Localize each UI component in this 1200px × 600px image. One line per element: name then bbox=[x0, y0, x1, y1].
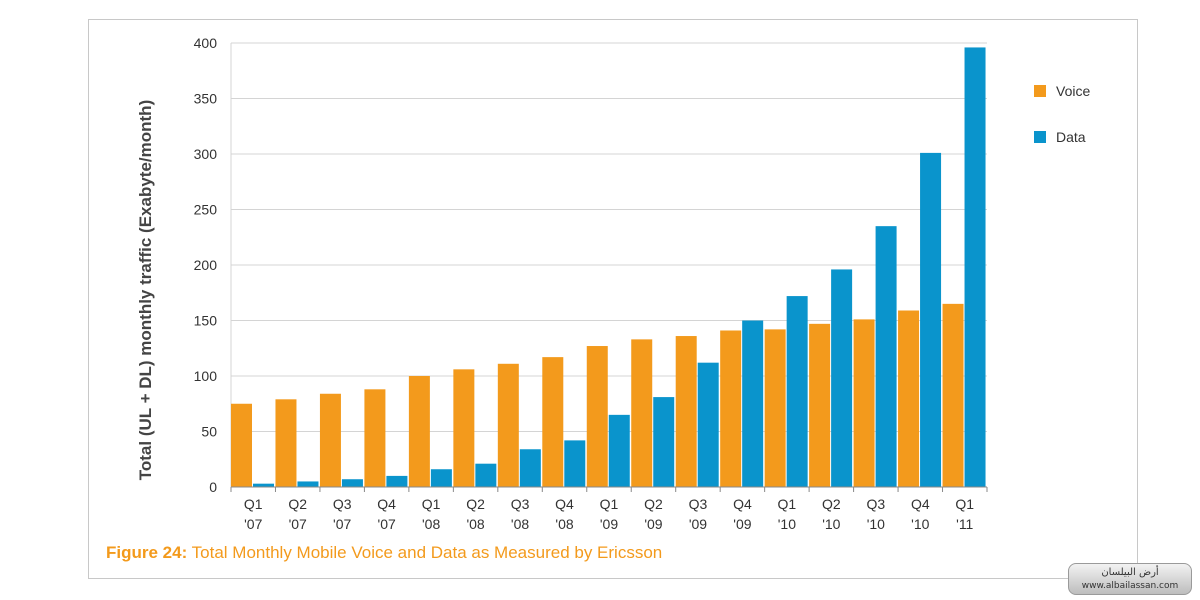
y-tick-label: 200 bbox=[194, 257, 218, 273]
bar-data bbox=[742, 320, 764, 487]
bar-data bbox=[653, 397, 675, 487]
figure-caption-text: Total Monthly Mobile Voice and Data as M… bbox=[187, 543, 663, 562]
y-axis-ticks: 0 50 100 150 200 250 300 350 400 bbox=[194, 35, 218, 495]
bar-voice bbox=[231, 403, 252, 487]
y-tick-label: 0 bbox=[209, 479, 217, 495]
x-tick-label: Q1'09 bbox=[600, 496, 619, 532]
bar-data bbox=[831, 269, 853, 487]
y-axis-label: Total (UL + DL) monthly traffic (Exabyte… bbox=[136, 100, 155, 480]
bar-voice bbox=[408, 376, 430, 487]
bar-voice bbox=[675, 336, 697, 487]
y-tick-label: 50 bbox=[201, 424, 217, 440]
watermark-arabic-text: أرض البيلسان bbox=[1101, 567, 1159, 578]
bar-data bbox=[964, 47, 986, 487]
x-tick-label: Q3'07 bbox=[333, 496, 352, 532]
bar-voice bbox=[497, 363, 519, 487]
bar-data bbox=[430, 469, 452, 487]
y-tick-label: 400 bbox=[194, 35, 218, 51]
bar-voice bbox=[275, 399, 297, 487]
legend-swatch-voice bbox=[1034, 85, 1046, 97]
bar-data bbox=[253, 483, 274, 487]
x-tick-label: Q2'10 bbox=[822, 496, 841, 532]
bar-voice bbox=[542, 357, 564, 487]
bar-data bbox=[564, 440, 586, 487]
y-tick-label: 350 bbox=[194, 91, 218, 107]
x-tick-label: Q1'10 bbox=[778, 496, 797, 532]
x-tick-label: Q3'10 bbox=[866, 496, 885, 532]
x-tick-label: Q3'09 bbox=[689, 496, 708, 532]
bar-voice bbox=[898, 310, 920, 487]
bar-data bbox=[875, 226, 897, 487]
bar-data bbox=[297, 481, 319, 487]
legend: Voice Data bbox=[1034, 83, 1090, 145]
legend-label-voice: Voice bbox=[1056, 83, 1090, 99]
x-tick-label: Q1'08 bbox=[422, 496, 441, 532]
bar-data bbox=[920, 152, 942, 487]
x-tick-label: Q4'09 bbox=[733, 496, 752, 532]
bar-data bbox=[386, 475, 408, 487]
x-tick-label: Q1'07 bbox=[244, 496, 263, 532]
bar-voice bbox=[809, 323, 831, 487]
bar-data bbox=[697, 362, 719, 487]
bar-data bbox=[608, 414, 630, 487]
bar-data bbox=[786, 296, 808, 487]
x-tick-label: Q2'09 bbox=[644, 496, 663, 532]
bar-voice bbox=[453, 369, 475, 487]
bar-voice bbox=[586, 346, 608, 487]
bars bbox=[231, 47, 986, 487]
x-tick-label: Q2'07 bbox=[288, 496, 307, 532]
figure-caption: Figure 24: Total Monthly Mobile Voice an… bbox=[106, 543, 662, 563]
bar-voice bbox=[764, 329, 786, 487]
bar-data bbox=[475, 463, 497, 487]
x-axis-ticks: Q1'07 Q2'07 Q3'07 Q4'07 Q1'08 Q2'08 Q3'08 Q4'08… bbox=[230, 487, 988, 532]
y-tick-label: 300 bbox=[194, 146, 218, 162]
x-tick-label: Q4'07 bbox=[377, 496, 396, 532]
bar-voice bbox=[364, 389, 386, 487]
y-tick-label: 100 bbox=[194, 368, 218, 384]
bar-voice bbox=[631, 339, 653, 487]
x-tick-label: Q4'08 bbox=[555, 496, 574, 532]
bar-voice bbox=[942, 303, 964, 487]
y-tick-label: 150 bbox=[194, 313, 218, 329]
x-tick-label: Q2'08 bbox=[466, 496, 485, 532]
bar-data bbox=[341, 479, 363, 487]
bar-data bbox=[519, 449, 541, 487]
y-tick-label: 250 bbox=[194, 202, 218, 218]
x-tick-label: Q3'08 bbox=[511, 496, 530, 532]
figure-number: Figure 24: bbox=[106, 543, 188, 562]
bar-voice bbox=[319, 393, 341, 487]
legend-swatch-data bbox=[1034, 131, 1046, 143]
legend-label-data: Data bbox=[1056, 129, 1086, 145]
bar-voice bbox=[720, 330, 742, 487]
watermark-url: www.albailassan.com bbox=[1081, 581, 1179, 591]
x-tick-label: Q1'11 bbox=[955, 496, 974, 532]
bar-voice bbox=[853, 319, 875, 487]
x-tick-label: Q4'10 bbox=[911, 496, 930, 532]
watermark-logo: أرض البيلسان www.albailassan.com bbox=[1068, 563, 1192, 595]
